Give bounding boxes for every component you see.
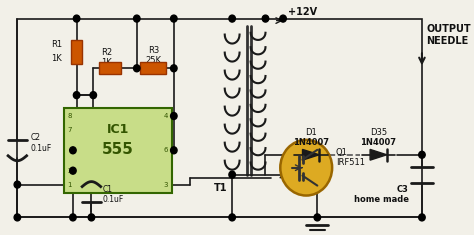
Circle shape (419, 151, 425, 158)
Circle shape (14, 181, 20, 188)
Text: +12V: +12V (288, 7, 317, 17)
Circle shape (171, 147, 177, 154)
Circle shape (419, 214, 425, 221)
Circle shape (70, 167, 76, 174)
Circle shape (280, 140, 332, 196)
Text: 1: 1 (67, 182, 72, 188)
Bar (140, 62, 166, 74)
Text: R1: R1 (51, 40, 62, 49)
Polygon shape (370, 149, 387, 160)
Text: 1N4007: 1N4007 (293, 138, 329, 147)
Circle shape (88, 214, 95, 221)
Circle shape (229, 214, 236, 221)
Text: 3: 3 (164, 182, 168, 188)
Polygon shape (302, 149, 319, 160)
Text: D1: D1 (305, 128, 317, 137)
Text: 1N4007: 1N4007 (360, 138, 396, 147)
Circle shape (134, 15, 140, 22)
Text: R3: R3 (148, 46, 159, 55)
Text: 25K: 25K (146, 56, 162, 65)
Text: Q1
IRF511: Q1 IRF511 (336, 148, 365, 168)
Text: 4: 4 (164, 113, 168, 119)
Text: IC1: IC1 (107, 123, 129, 137)
Circle shape (171, 113, 177, 119)
Circle shape (90, 92, 97, 99)
Text: 7: 7 (67, 127, 72, 133)
Bar (71, 40, 82, 64)
Text: T1: T1 (214, 183, 228, 193)
Bar (99, 62, 121, 74)
Text: OUTPUT: OUTPUT (427, 24, 471, 34)
Circle shape (70, 214, 76, 221)
Bar (18, 19, 422, 217)
Text: C1
0.1uF: C1 0.1uF (102, 185, 124, 204)
Text: 8: 8 (67, 113, 72, 119)
Text: 555: 555 (102, 142, 134, 157)
Text: 1K: 1K (101, 58, 111, 67)
Circle shape (73, 15, 80, 22)
Text: C2
0.1uF: C2 0.1uF (30, 133, 52, 153)
Bar (64, 108, 172, 192)
Circle shape (70, 147, 76, 154)
Circle shape (314, 214, 320, 221)
Circle shape (134, 65, 140, 72)
Text: NEEDLE: NEEDLE (427, 36, 469, 47)
Circle shape (229, 171, 236, 178)
Circle shape (73, 92, 80, 99)
Text: D35: D35 (370, 128, 387, 137)
Circle shape (280, 15, 286, 22)
Circle shape (14, 214, 20, 221)
Text: 1K: 1K (51, 54, 62, 63)
Circle shape (262, 15, 269, 22)
Circle shape (171, 65, 177, 72)
Text: C3
home made: C3 home made (354, 185, 409, 204)
Text: 6: 6 (164, 147, 168, 153)
Circle shape (229, 15, 236, 22)
Text: 2: 2 (67, 168, 72, 174)
Circle shape (171, 15, 177, 22)
Text: R2: R2 (100, 48, 112, 57)
